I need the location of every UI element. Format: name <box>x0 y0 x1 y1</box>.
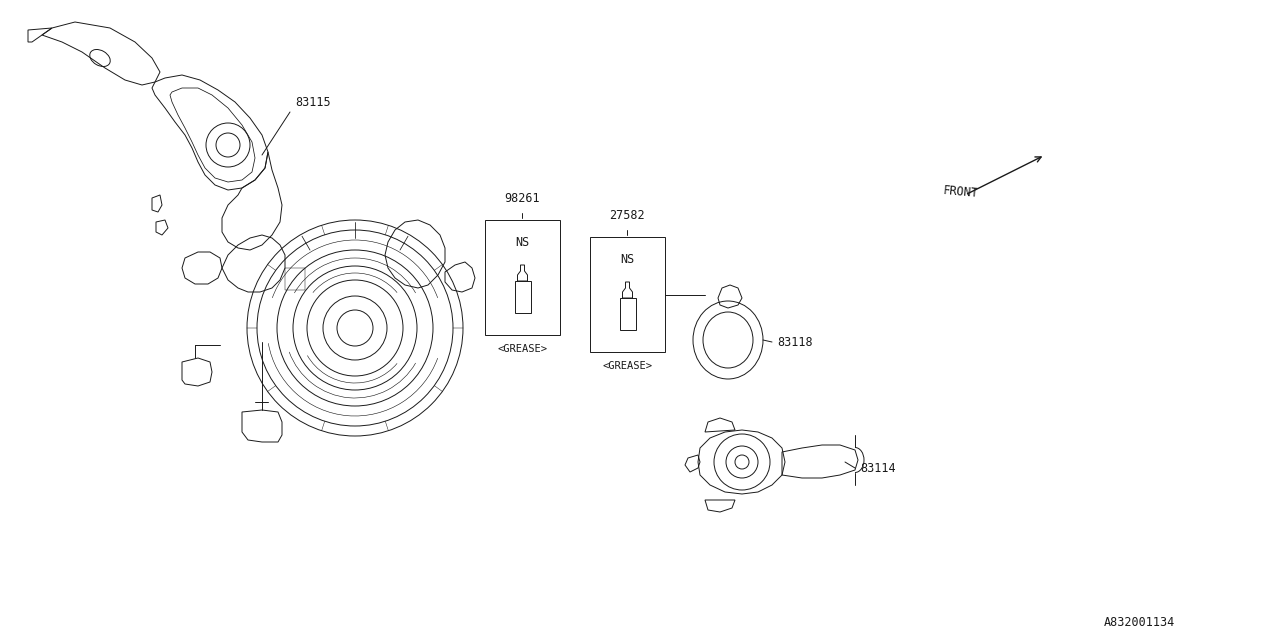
Text: <GREASE>: <GREASE> <box>603 361 653 371</box>
Text: A832001134: A832001134 <box>1103 616 1175 628</box>
Text: 98261: 98261 <box>504 191 540 205</box>
Text: FRONT: FRONT <box>942 184 979 200</box>
Text: NS: NS <box>516 236 530 248</box>
Bar <box>590 237 666 352</box>
Bar <box>620 298 635 330</box>
Text: NS: NS <box>621 253 635 266</box>
Bar <box>485 220 561 335</box>
Bar <box>515 281 530 313</box>
Text: 83115: 83115 <box>294 95 330 109</box>
Text: 27582: 27582 <box>609 209 645 221</box>
Text: <GREASE>: <GREASE> <box>498 344 548 354</box>
Text: 83118: 83118 <box>777 335 813 349</box>
Text: 83114: 83114 <box>860 461 896 474</box>
